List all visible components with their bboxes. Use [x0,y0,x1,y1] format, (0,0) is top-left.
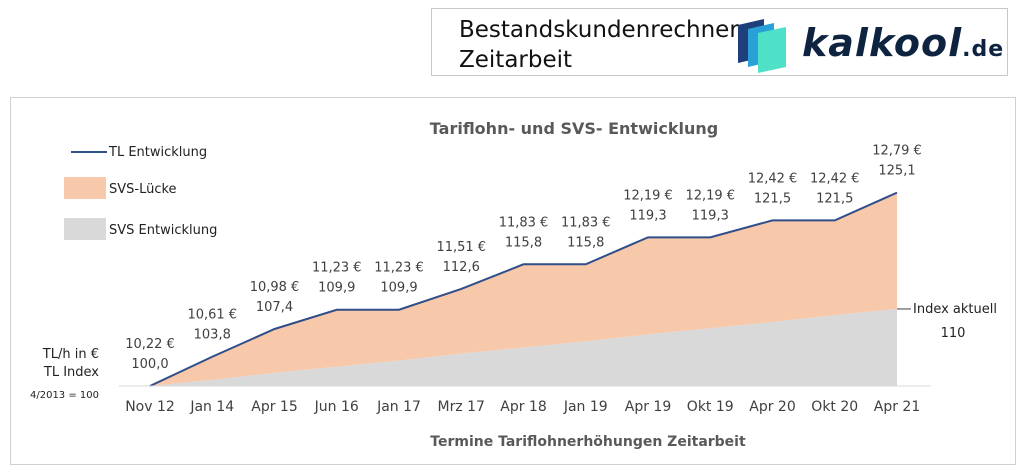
legend-svs-swatch [64,218,106,240]
svs-gap-area [150,192,897,386]
y-note-line-2: TL Index [43,365,99,380]
legend-gap-swatch [64,177,106,199]
legend-svs-label: SVS Entwicklung [109,223,217,238]
title-line-1: Bestandskundenrechner [459,17,739,43]
annotation-label: Index aktuell [913,302,997,317]
annotation-value: 110 [941,326,966,341]
x-tick-label: Okt 19 [687,399,734,415]
x-tick-label: Jan 17 [376,399,421,415]
data-label-wage: 10,98 € [250,280,300,295]
x-axis-label: Termine Tariflohnerhöhungen Zeitarbeit [430,434,746,450]
data-label-wage: 11,83 € [499,215,549,230]
data-label-index: 125,1 [878,164,915,179]
data-label-wage: 12,42 € [748,171,798,186]
header-title: Bestandskundenrechner Zeitarbeit [459,15,739,75]
x-tick-label: Apr 15 [251,399,297,415]
data-label-index: 121,5 [754,191,791,206]
tl-line [149,191,898,387]
legend-gap-label: SVS-Lücke [109,182,177,197]
data-label-wage: 10,61 € [187,308,237,323]
data-label-index: 112,6 [443,260,480,275]
x-tick-label: Apr 20 [749,399,795,415]
data-label-wage: 12,42 € [810,171,860,186]
data-label-wage: 12,79 € [872,144,922,159]
plot-area: Nov 12 Jan 14 Apr 15 Jun 16 Jan 17 Mrz 17 Apr … [119,144,997,415]
chart-title: Tariflohn- und SVS- Entwicklung [430,119,718,138]
stacked-squares-icon [738,19,786,73]
data-label-index: 109,9 [318,281,355,296]
title-line-2: Zeitarbeit [459,47,573,73]
x-tick-label: Jan 14 [189,399,234,415]
chart-svg: Tariflohn- und SVS- Entwicklung TL Entwi… [30,119,997,450]
data-label-index: 121,5 [816,191,853,206]
y-note-line-3: 4/2013 = 100 [30,390,99,401]
svs-area [150,308,897,386]
data-label-index: 103,8 [194,328,231,343]
logo-text: kalkool.de [802,21,1004,65]
data-label-index: 115,8 [567,235,604,250]
x-tick-label: Apr 21 [874,399,920,415]
data-label-index: 115,8 [505,235,542,250]
data-label-index: 107,4 [256,300,293,315]
data-label-index: 100,0 [131,357,168,372]
x-tick-label: Okt 20 [811,399,858,415]
data-label-wage: 10,22 € [125,337,175,352]
x-tick-label: Nov 12 [125,399,175,415]
data-label-wage: 11,23 € [374,261,424,276]
logo-tld: .de [962,37,1005,62]
x-tick-label: Apr 18 [500,399,546,415]
data-label-wage: 11,83 € [561,215,611,230]
legend-tl-label: TL Entwicklung [108,145,207,160]
data-label-index: 119,3 [629,208,666,223]
header-box: Bestandskundenrechner Zeitarbeit kalkool… [431,8,1008,76]
data-label-wage: 11,51 € [436,240,486,255]
data-label-wage: 12,19 € [685,188,735,203]
data-label-index: 109,9 [380,281,417,296]
data-label-wage: 11,23 € [312,261,362,276]
x-tick-label: Apr 19 [625,399,671,415]
x-tick-label: Jun 16 [314,399,359,415]
x-tick-label: Mrz 17 [438,399,485,415]
y-note-line-1: TL/h in € [42,347,99,362]
x-tick-label: Jan 19 [563,399,608,415]
logo-name: kalkool [802,21,963,65]
data-label-index: 119,3 [692,208,729,223]
chart-container: Tariflohn- und SVS- Entwicklung TL Entwi… [10,97,1016,465]
data-label-wage: 12,19 € [623,188,673,203]
